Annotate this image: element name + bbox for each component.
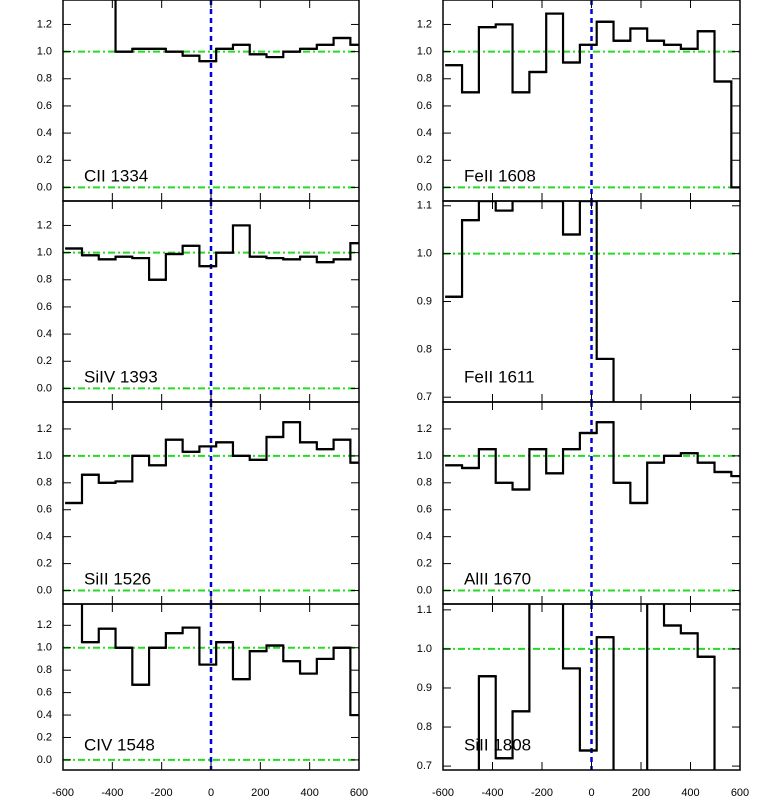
y-tick-label: 0.0 [417,584,432,596]
y-tick-label: 0.4 [37,127,52,139]
y-tick-label: 0.4 [37,709,52,721]
x-tick-label: -600 [432,787,454,799]
x-tick-label: 600 [731,787,749,799]
x-tick-label: 400 [681,787,699,799]
panel-label: SiII 1808 [464,735,531,754]
x-tick-label: -600 [52,787,74,799]
x-tick-label: 200 [251,787,269,799]
y-tick-label: 0.8 [37,73,52,85]
panel: 0.0 0.2 0.4 0.6 0.8 1.0 1.2 CII 1334 [37,0,360,202]
y-tick-label: 1.0 [37,247,52,259]
x-tick-label: 0 [208,787,214,799]
x-tick-label: -400 [481,787,503,799]
panel-label: SiIV 1393 [84,367,158,386]
y-tick-label: 0.6 [417,100,432,112]
y-tick-label: 0.8 [417,73,432,85]
y-tick-label: 0.4 [37,531,52,543]
x-tick-label: 200 [632,787,650,799]
y-tick-label: 0.2 [37,558,52,570]
y-tick-label: 0.8 [417,477,432,489]
y-tick-label: 0.0 [37,754,52,766]
plot-area [63,604,359,770]
y-tick-label: 0.2 [417,558,432,570]
panel-label: SiII 1526 [84,569,151,588]
x-tick-label: 600 [350,787,368,799]
y-tick-label: 1.0 [37,642,52,654]
y-tick-label: 0.8 [37,477,52,489]
y-tick-label: 0.9 [417,295,432,307]
panel: 0.0 0.2 0.4 0.6 0.8 1.0 1.2 SiIV 1393 [37,200,360,403]
plot-area [63,201,359,402]
plot-area [443,402,740,604]
panel-label: FeII 1611 [464,367,535,386]
y-tick-label: 1.1 [417,604,432,616]
y-tick-label: 0.0 [37,382,52,394]
y-tick-label: 0.6 [37,100,52,112]
x-tick-label: -400 [101,787,123,799]
panel: 0.0 0.2 0.4 0.6 0.8 1.0 1.2 -600 -400 -200 0 200 400… [37,603,368,799]
y-tick-label: 0.2 [37,355,52,367]
plot-area [63,402,359,604]
plot-area [443,604,740,770]
y-tick-label: 0.6 [37,504,52,516]
panel-label: CII 1334 [84,166,148,185]
y-tick-label: 1.2 [417,18,432,30]
panel-label: CIV 1548 [84,735,155,754]
step-outline [65,421,359,505]
panel: 0.0 0.2 0.4 0.6 0.8 1.0 1.2 FeII 1608 [417,0,741,202]
y-tick-label: 1.1 [417,200,432,212]
panel-label: FeII 1608 [464,166,536,185]
y-tick-label: 0.2 [37,154,52,166]
y-tick-label: 0.8 [37,664,52,676]
x-tick-label: -200 [151,787,173,799]
y-tick-label: 0.6 [417,504,432,516]
plot-area [443,0,740,201]
y-tick-label: 0.8 [37,274,52,286]
y-tick-label: 1.2 [37,219,52,231]
y-tick-label: 0.0 [37,584,52,596]
plot-area [443,201,740,402]
y-tick-label: 0.4 [37,328,52,340]
y-tick-label: 1.2 [37,619,52,631]
step-outline [445,12,740,189]
panel-label: AlII 1670 [464,569,531,588]
y-tick-label: 1.0 [417,248,432,260]
y-tick-label: 0.0 [417,181,432,193]
x-tick-label: 400 [300,787,318,799]
y-tick-label: 0.4 [417,127,432,139]
panel: 0.7 0.8 0.9 1.0 1.1 -600 -400 -200 0 200 400 600 SiI… [417,603,749,799]
y-tick-label: 1.2 [417,423,432,435]
y-tick-label: 0.2 [417,154,432,166]
step-outline [80,604,359,717]
y-tick-label: 0.8 [417,343,432,355]
step-outline [445,201,615,402]
y-tick-label: 1.0 [37,46,52,58]
plot-area [63,0,359,201]
x-tick-label: 0 [588,787,594,799]
y-tick-label: 1.0 [417,450,432,462]
y-tick-label: 0.0 [37,181,52,193]
y-tick-label: 1.0 [37,450,52,462]
x-tick-label: -200 [531,787,553,799]
panel: 0.0 0.2 0.4 0.6 0.8 1.0 1.2 AlII 1670 [417,401,741,605]
step-outline [445,421,740,505]
panel: 0.0 0.2 0.4 0.6 0.8 1.0 1.2 SiII 1526 [37,401,360,605]
y-tick-label: 0.2 [37,731,52,743]
y-tick-label: 0.6 [37,301,52,313]
y-tick-label: 0.9 [417,682,432,694]
y-tick-label: 0.7 [417,760,432,772]
y-tick-label: 0.6 [37,687,52,699]
y-tick-label: 1.0 [417,46,432,58]
y-tick-label: 1.2 [37,423,52,435]
y-tick-label: 0.7 [417,391,432,403]
panel: 0.7 0.8 0.9 1.0 1.1 FeII 1611 [417,200,741,403]
y-tick-label: 0.4 [417,531,432,543]
y-tick-label: 1.0 [417,643,432,655]
y-tick-label: 0.8 [417,721,432,733]
y-tick-label: 1.2 [37,18,52,30]
